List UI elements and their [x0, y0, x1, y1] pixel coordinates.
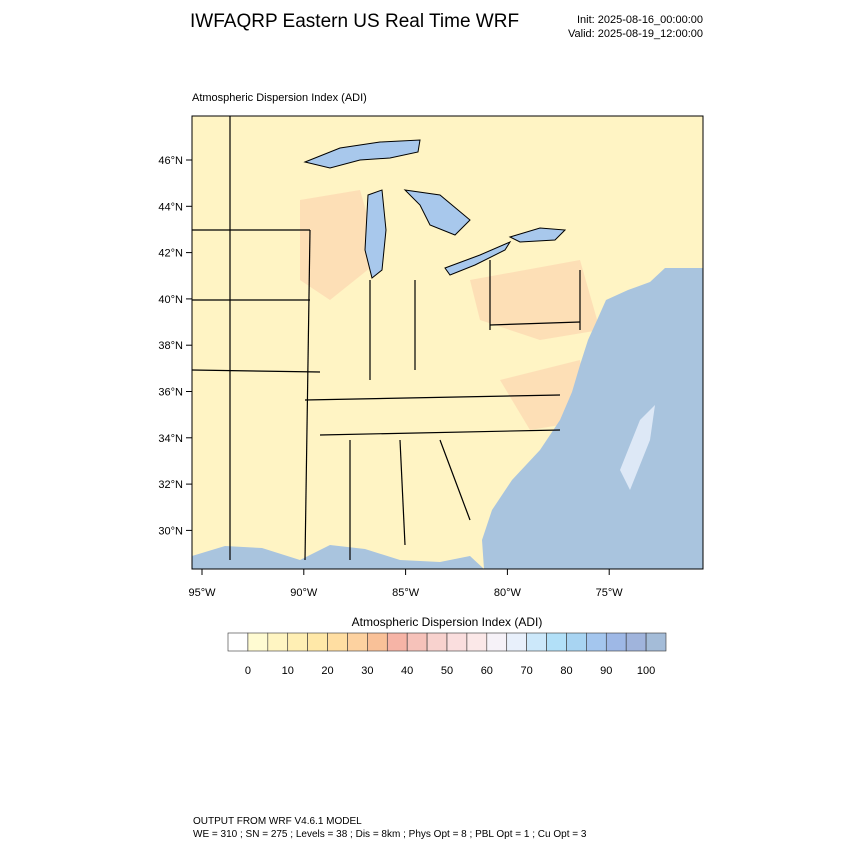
map — [191, 115, 704, 570]
lon-label: 85°W — [392, 587, 420, 599]
colorbar-box — [566, 632, 587, 652]
colorbar-box — [506, 632, 527, 652]
colorbar-box — [267, 632, 289, 652]
lake-superior — [303, 139, 421, 169]
lat-label: 30°N — [158, 525, 183, 537]
colorbar-box — [486, 632, 508, 652]
lon-label: 95°W — [188, 587, 216, 599]
lat-label: 34°N — [158, 433, 183, 445]
gulf-of-mexico — [192, 545, 484, 569]
lon-labels: 95°W 90°W 85°W 80°W 75°W — [188, 569, 623, 599]
colorbar-box — [307, 632, 328, 652]
lake-huron — [403, 189, 471, 236]
colorbar-box — [586, 632, 607, 652]
title: IWFAQRP Eastern US Real Time WRF — [190, 11, 519, 32]
colorbar-box — [347, 632, 368, 652]
colorbar-box — [546, 632, 567, 652]
colorbar-tick-label: 90 — [600, 665, 612, 677]
colorbar-box — [426, 632, 448, 652]
colorbar-box — [406, 632, 428, 652]
lat-label: 38°N — [158, 340, 183, 352]
colorbar-tick-label: 10 — [282, 665, 294, 677]
lake-erie — [444, 240, 512, 276]
atlantic-ocean — [482, 268, 703, 569]
lat-label: 42°N — [158, 248, 183, 260]
colorbar-box — [466, 632, 488, 652]
colorbar-tick-label: 40 — [401, 665, 413, 677]
init-time: Init: 2025-08-16_00:00:00 — [577, 14, 703, 26]
lat-label: 32°N — [158, 479, 183, 491]
lat-label: 44°N — [158, 201, 183, 213]
colorbar-box — [367, 632, 388, 652]
colorbar-box — [247, 632, 269, 652]
colorbar-box — [227, 632, 249, 652]
colorbar-box — [446, 632, 468, 652]
footer-line: WE = 310 ; SN = 275 ; Levels = 38 ; Dis … — [193, 829, 587, 840]
valid-time: Valid: 2025-08-19_12:00:00 — [568, 28, 703, 40]
lat-label: 36°N — [158, 387, 183, 399]
lon-label: 90°W — [290, 587, 318, 599]
state-borders — [191, 116, 581, 561]
colorbar-box — [327, 632, 348, 652]
map-label: Atmospheric Dispersion Index (ADI) — [192, 92, 367, 104]
lat-labels: 46°N 44°N 42°N 40°N 38°N 36°N 34°N 32°N 30°N — [158, 155, 192, 537]
lat-label: 46°N — [158, 155, 183, 167]
colorbar-box — [605, 632, 627, 652]
colorbar-tick-label: 80 — [560, 665, 572, 677]
lon-label: 75°W — [596, 587, 624, 599]
lake-michigan — [364, 189, 387, 279]
colorbar-tick-label: 20 — [321, 665, 333, 677]
colorbar-box — [526, 632, 547, 652]
footer-line: OUTPUT FROM WRF V4.6.1 MODEL — [193, 816, 362, 827]
colorbar-tick-label: 100 — [637, 665, 655, 677]
colorbar-box — [386, 632, 408, 652]
colorbar-box — [625, 632, 647, 652]
lat-label: 40°N — [158, 294, 183, 306]
colorbar-title: Atmospheric Dispersion Index (ADI) — [352, 615, 543, 629]
lon-label: 80°W — [494, 587, 522, 599]
colorbar-box — [287, 632, 308, 652]
ocean-feature — [620, 405, 655, 490]
colorbar-tick-label: 0 — [245, 665, 251, 677]
map-frame — [191, 115, 704, 570]
lake-ontario — [508, 227, 567, 243]
colorbar-tick-label: 60 — [481, 665, 493, 677]
colorbar-tick-label: 50 — [441, 665, 453, 677]
colorbar-tick-label: 30 — [361, 665, 373, 677]
colorbar: 0 10 20 30 40 50 60 70 80 90 100 — [227, 632, 667, 677]
colorbar-tick-label: 70 — [521, 665, 533, 677]
colorbar-box — [645, 632, 667, 652]
